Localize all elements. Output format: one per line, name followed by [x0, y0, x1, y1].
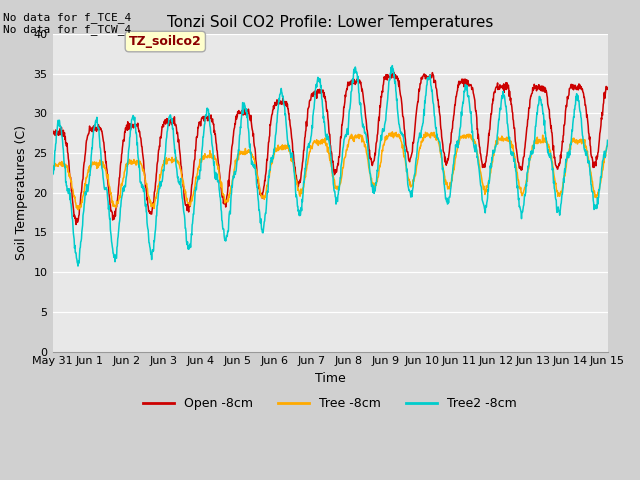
- Y-axis label: Soil Temperatures (C): Soil Temperatures (C): [15, 125, 28, 260]
- Legend: Open -8cm, Tree -8cm, Tree2 -8cm: Open -8cm, Tree -8cm, Tree2 -8cm: [138, 392, 522, 415]
- Text: No data for f_TCE_4
No data for f_TCW_4: No data for f_TCE_4 No data for f_TCW_4: [3, 12, 131, 36]
- X-axis label: Time: Time: [315, 372, 346, 385]
- Text: TZ_soilco2: TZ_soilco2: [129, 35, 202, 48]
- Title: Tonzi Soil CO2 Profile: Lower Temperatures: Tonzi Soil CO2 Profile: Lower Temperatur…: [167, 15, 493, 30]
